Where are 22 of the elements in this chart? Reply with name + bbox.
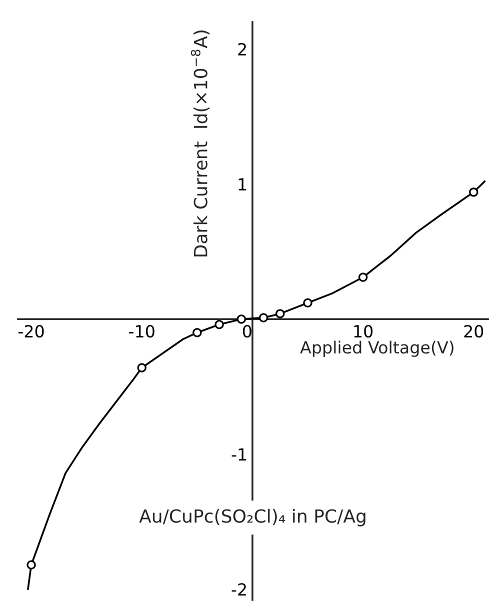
- point: [214, 320, 224, 330]
- annotation: Au/CuPc(SO₂Cl)₄ in PC/Ag: [139, 508, 366, 526]
- point: [236, 314, 246, 324]
- y-tick-label: -2: [232, 583, 246, 596]
- point: [358, 272, 368, 282]
- y-tick-label: 2: [238, 42, 246, 56]
- point: [468, 188, 478, 197]
- point: [192, 328, 202, 338]
- x-tick-label: 0: [242, 324, 252, 338]
- y-tick-label: 1: [238, 178, 246, 190]
- x-tick-label: -20: [18, 324, 44, 338]
- point: [275, 309, 285, 318]
- x-axis-title: Applied Voltage(V): [300, 340, 454, 357]
- point: [137, 363, 146, 372]
- x-tick-label: 10: [354, 324, 373, 338]
- x-tick-label: 20: [464, 324, 484, 338]
- y-tick-label: -1: [232, 448, 246, 460]
- y-axis-title: Dark Current Id(×10$^{−8}$A): [190, 30, 210, 256]
- point: [258, 313, 268, 322]
- point: [26, 560, 36, 570]
- x-tick-label: -10: [129, 324, 154, 338]
- point: [303, 298, 312, 308]
